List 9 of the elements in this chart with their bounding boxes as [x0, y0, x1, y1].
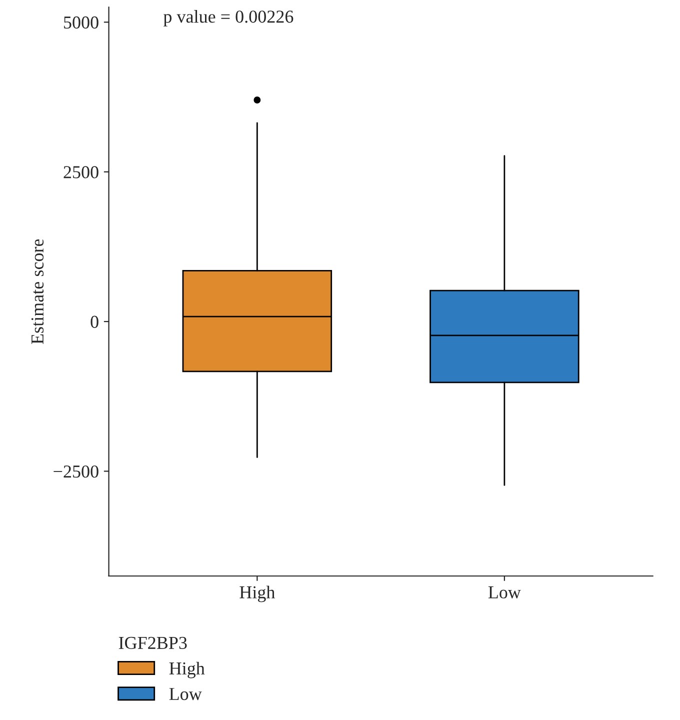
legend-title: IGF2BP3 — [118, 636, 187, 650]
annotation: p value = 0.00226 — [163, 10, 294, 26]
y-axis-title: Estimate score — [31, 239, 44, 344]
y-tick-label: −2500 — [54, 465, 98, 478]
y-tick-label: 2500 — [64, 166, 98, 178]
y-tick-label: 0 — [90, 316, 98, 328]
legend-label: Low — [169, 688, 202, 700]
y-tick-label: 5000 — [64, 16, 98, 29]
legend-label: High — [169, 662, 205, 678]
